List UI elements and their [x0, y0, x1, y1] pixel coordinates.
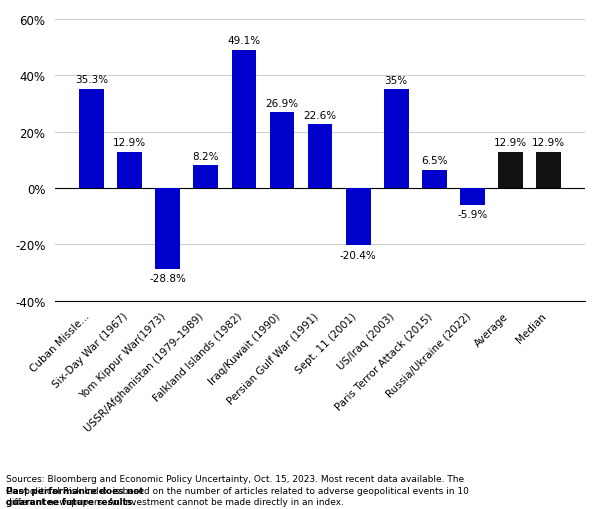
Text: Sources: Bloomberg and Economic Policy Uncertainty, Oct. 15, 2023. Most recent d: Sources: Bloomberg and Economic Policy U…: [6, 474, 469, 506]
Text: 49.1%: 49.1%: [227, 37, 260, 46]
Text: 12.9%: 12.9%: [494, 138, 527, 148]
Text: 12.9%: 12.9%: [532, 138, 565, 148]
Text: 22.6%: 22.6%: [304, 111, 337, 121]
Text: 26.9%: 26.9%: [265, 99, 299, 109]
Bar: [117, 152, 142, 188]
Text: 12.9%: 12.9%: [113, 138, 146, 148]
Bar: [384, 90, 409, 188]
Text: 8.2%: 8.2%: [193, 151, 219, 161]
Bar: [422, 171, 446, 188]
Bar: [155, 188, 180, 269]
Bar: [79, 90, 104, 188]
Text: 35%: 35%: [385, 76, 408, 86]
Bar: [536, 152, 561, 188]
Text: 6.5%: 6.5%: [421, 156, 448, 166]
Bar: [308, 125, 332, 188]
Bar: [498, 152, 523, 188]
Text: -20.4%: -20.4%: [340, 250, 377, 260]
Text: -28.8%: -28.8%: [149, 274, 186, 284]
Text: -5.9%: -5.9%: [457, 209, 487, 219]
Bar: [460, 188, 485, 205]
Text: Past performance does not
guarantee future results.: Past performance does not guarantee futu…: [6, 450, 144, 506]
Bar: [193, 165, 218, 188]
Bar: [346, 188, 371, 246]
Bar: [269, 113, 295, 188]
Bar: [232, 50, 256, 188]
Text: 35.3%: 35.3%: [75, 75, 108, 85]
